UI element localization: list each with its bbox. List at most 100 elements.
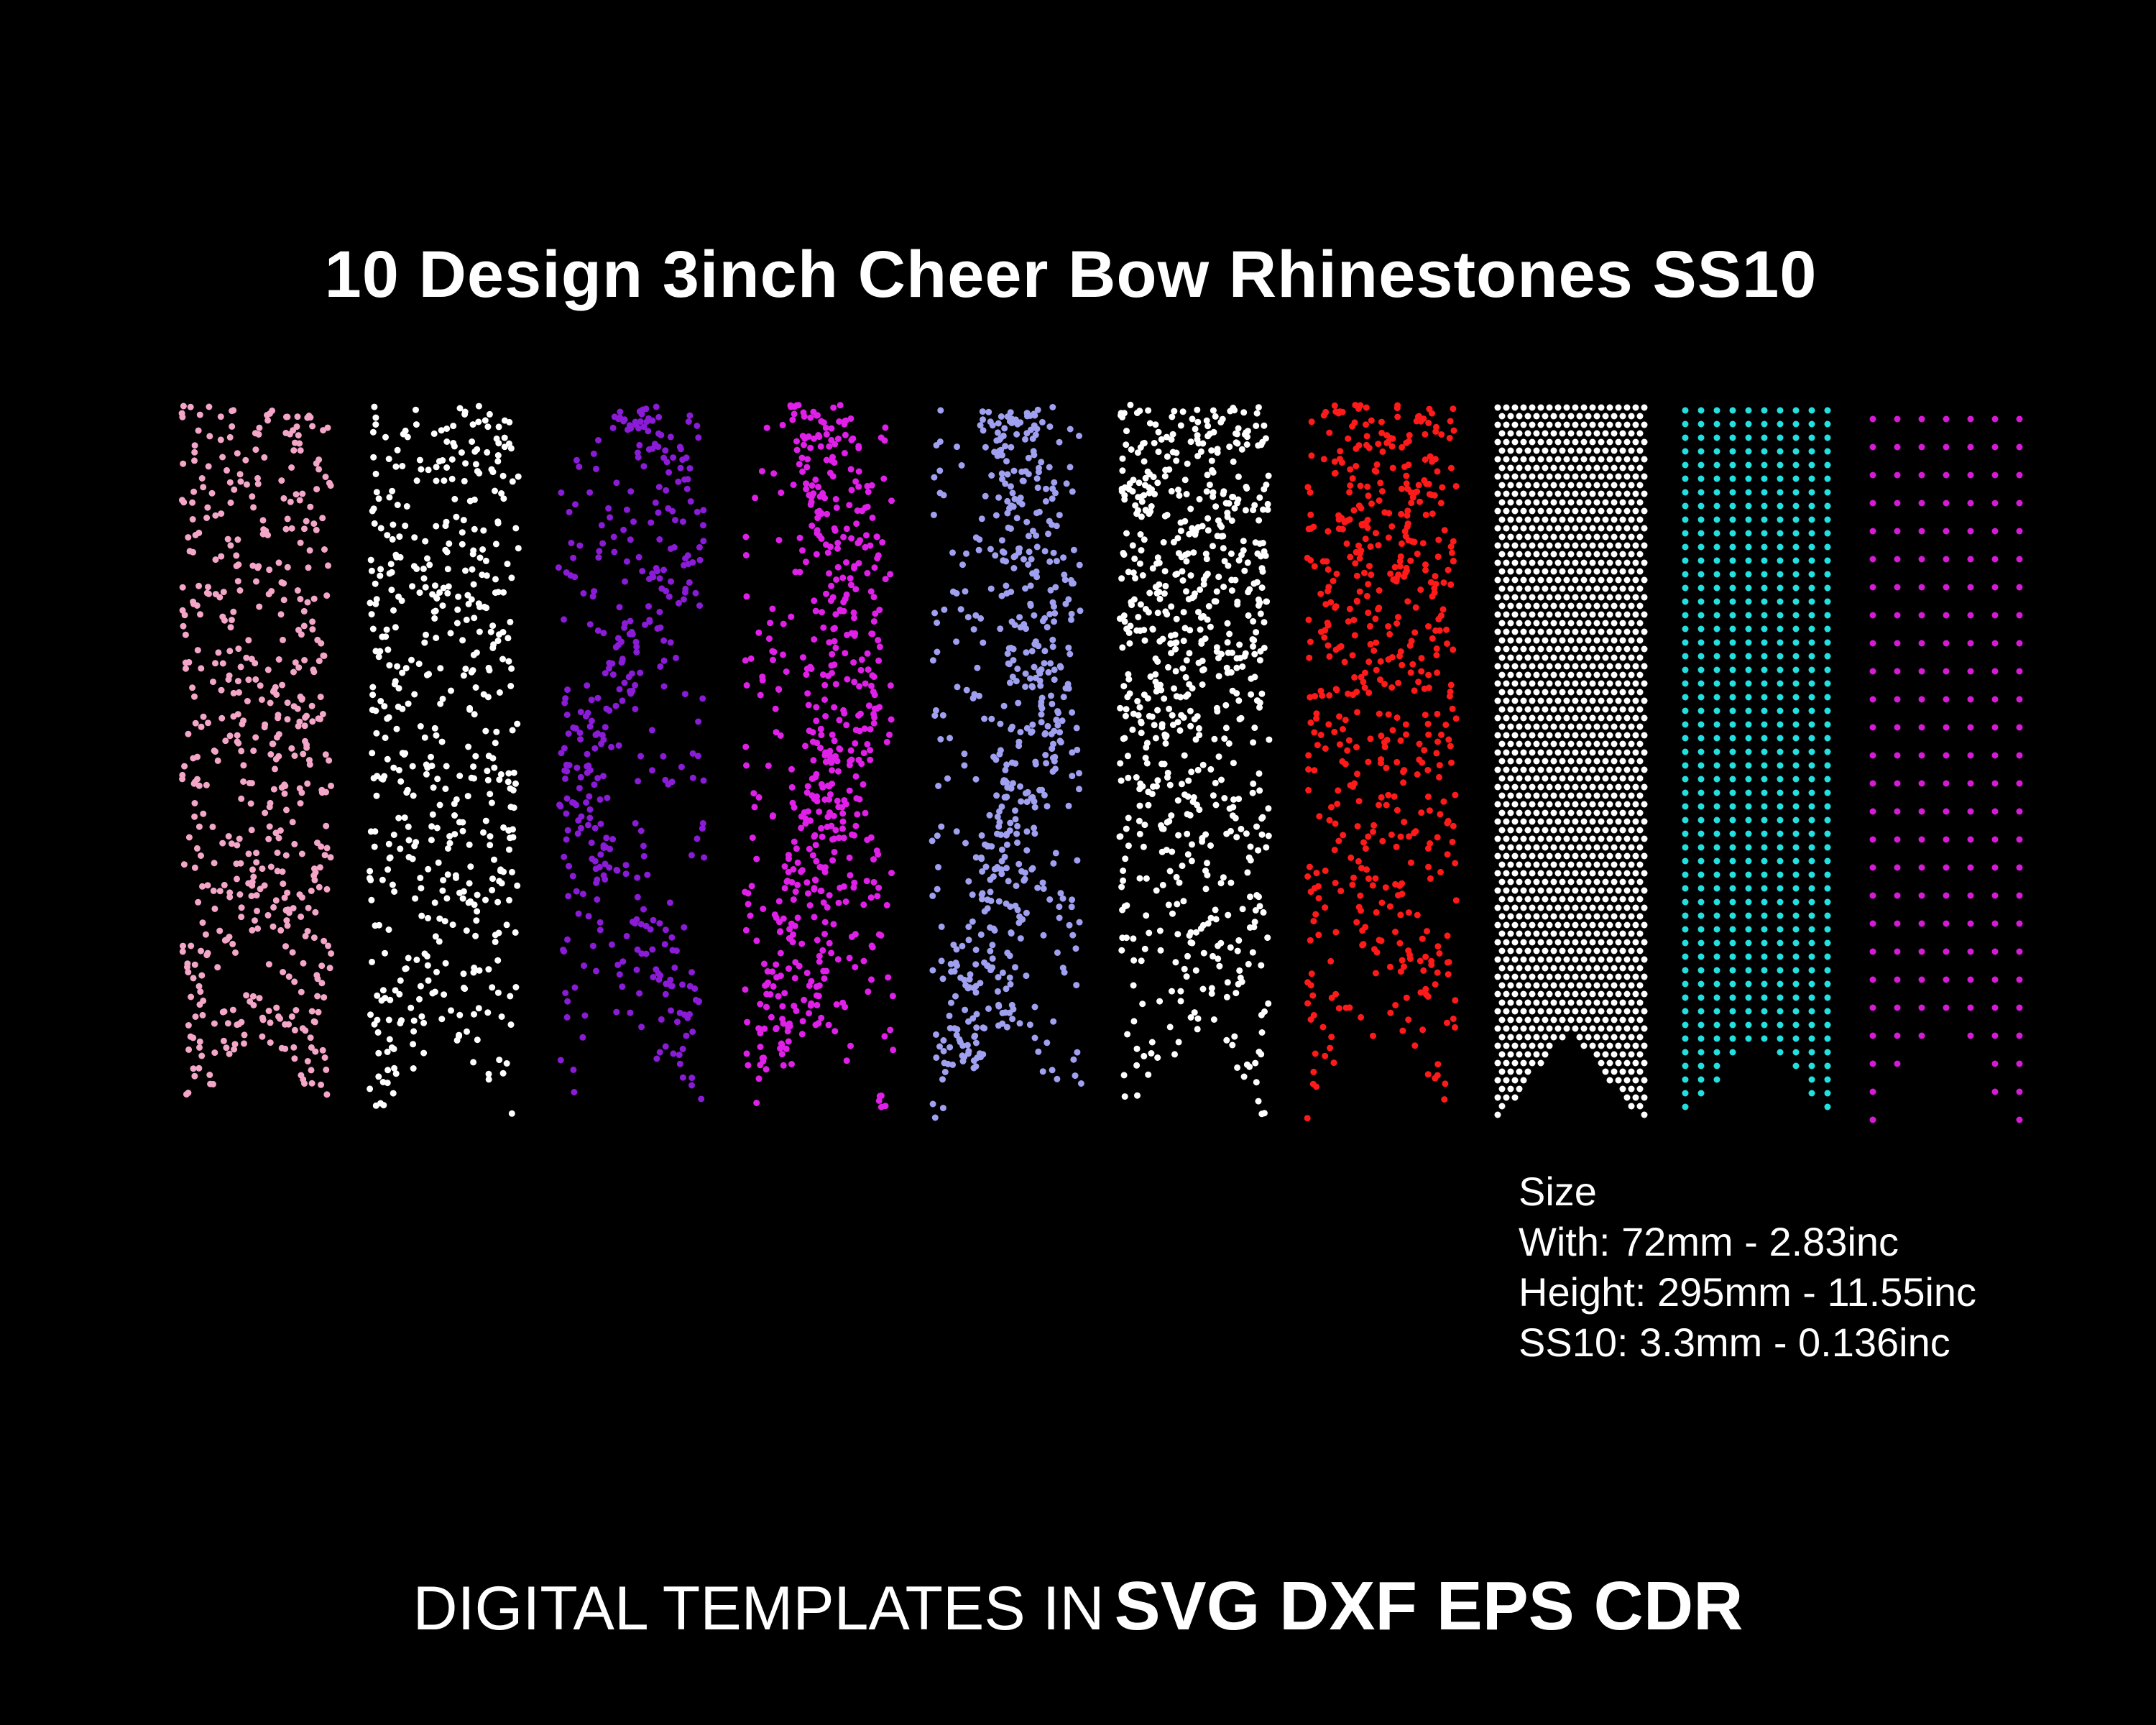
rhinestone: [1231, 1033, 1238, 1040]
rhinestone: [1576, 585, 1583, 592]
rhinestone: [1348, 854, 1355, 861]
rhinestone: [506, 418, 513, 426]
rhinestone: [1444, 959, 1451, 966]
rhinestone: [1516, 827, 1523, 834]
rhinestone: [847, 872, 854, 879]
rhinestone: [1576, 740, 1583, 748]
rhinestone: [509, 478, 516, 485]
rhinestone: [1520, 663, 1527, 670]
rhinestone: [1533, 430, 1540, 437]
rhinestone: [437, 665, 444, 672]
rhinestone: [1598, 456, 1605, 463]
rhinestone: [579, 891, 586, 898]
rhinestone: [1445, 736, 1452, 743]
rhinestone: [265, 591, 272, 598]
rhinestone: [1598, 594, 1605, 601]
rhinestone: [1042, 498, 1049, 505]
rhinestone: [318, 962, 326, 970]
rhinestone: [576, 730, 584, 737]
rhinestone: [1315, 895, 1322, 902]
rhinestone: [1598, 680, 1605, 687]
rhinestone: [609, 836, 617, 842]
rhinestone: [669, 507, 676, 515]
rhinestone: [436, 938, 443, 945]
rhinestone: [564, 827, 571, 834]
rhinestone: [470, 1059, 477, 1066]
rhinestone: [1623, 525, 1631, 532]
rhinestone: [645, 603, 652, 610]
rhinestone: [1602, 930, 1609, 937]
rhinestone: [1256, 770, 1263, 777]
rhinestone: [950, 942, 957, 949]
rhinestone: [1542, 533, 1549, 540]
rhinestone: [1542, 947, 1549, 954]
rhinestone: [1602, 689, 1609, 696]
rhinestone: [1136, 830, 1143, 837]
rhinestone: [1537, 835, 1544, 842]
rhinestone: [1004, 471, 1011, 478]
rhinestone: [285, 973, 292, 980]
rhinestone: [1405, 1016, 1412, 1024]
rhinestone: [1641, 801, 1648, 808]
ribbon-lavender-wave: [929, 404, 1084, 1121]
rhinestone: [1628, 671, 1635, 678]
rhinestone: [787, 402, 794, 409]
rhinestone: [1358, 1013, 1365, 1021]
rhinestone: [1567, 706, 1575, 713]
rhinestone: [482, 417, 489, 424]
rhinestone: [620, 418, 627, 425]
rhinestone: [1316, 813, 1323, 820]
rhinestone: [1199, 985, 1207, 993]
rhinestone: [669, 947, 676, 954]
rhinestone: [847, 758, 854, 765]
rhinestone: [1028, 728, 1036, 735]
rhinestone: [1401, 819, 1408, 826]
rhinestone: [1164, 453, 1171, 460]
rhinestone: [1632, 594, 1639, 601]
rhinestone: [1546, 749, 1553, 756]
rhinestone: [1352, 402, 1359, 409]
rhinestone: [1602, 809, 1609, 816]
rhinestone: [1615, 490, 1622, 497]
rhinestone: [1206, 482, 1213, 489]
rhinestone: [1376, 587, 1383, 594]
rhinestone: [471, 496, 478, 503]
rhinestone: [632, 681, 639, 689]
rhinestone: [793, 446, 801, 454]
rhinestone: [1559, 516, 1566, 523]
rhinestone: [204, 504, 211, 511]
rhinestone: [567, 572, 574, 579]
rhinestone: [1606, 887, 1613, 894]
rhinestone: [1576, 654, 1583, 661]
rhinestone: [216, 888, 224, 895]
rhinestone: [438, 427, 445, 434]
rhinestone: [609, 424, 617, 431]
rhinestone: [1403, 480, 1410, 487]
rhinestone: [302, 932, 309, 939]
rhinestone: [210, 678, 216, 686]
rhinestone: [384, 646, 392, 653]
rhinestone: [476, 470, 483, 477]
rhinestone: [399, 669, 406, 676]
rhinestone: [494, 458, 502, 465]
rhinestone: [1533, 913, 1540, 920]
rhinestone: [820, 967, 827, 975]
rhinestone: [832, 611, 839, 618]
rhinestone: [280, 969, 287, 975]
rhinestone: [1397, 968, 1404, 975]
rhinestone: [1520, 973, 1527, 980]
rhinestone: [418, 885, 425, 892]
rhinestone: [1405, 909, 1412, 916]
rhinestone: [814, 740, 821, 747]
rhinestone: [1158, 724, 1166, 731]
rhinestone: [1352, 560, 1359, 567]
rhinestone: [1542, 413, 1549, 420]
rhinestone: [988, 715, 995, 722]
rhinestone: [1120, 410, 1128, 417]
rhinestone: [882, 424, 889, 431]
rhinestone: [1447, 464, 1455, 472]
rhinestone: [1373, 949, 1381, 956]
rhinestone: [954, 684, 961, 691]
rhinestone: [195, 427, 202, 434]
rhinestone: [966, 976, 973, 983]
